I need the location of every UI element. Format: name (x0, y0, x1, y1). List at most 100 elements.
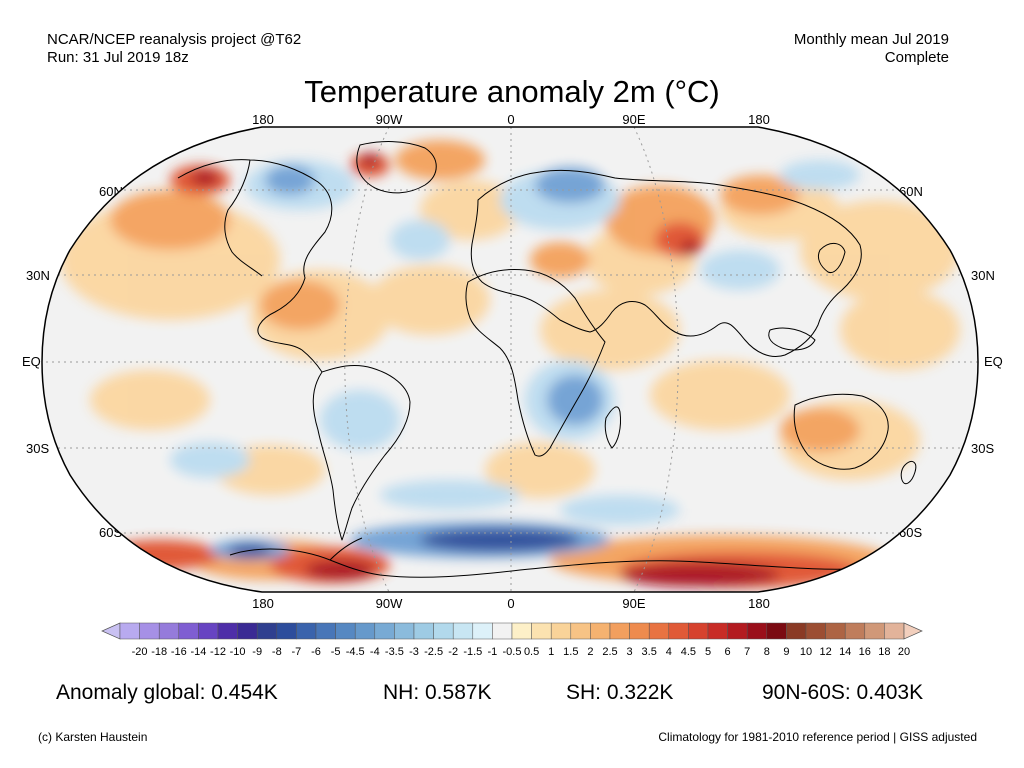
colorbar-cell (805, 622, 826, 640)
colorbar-cell (374, 622, 395, 640)
colorbar-tick-label: -2.5 (424, 646, 443, 658)
colorbar-cell (158, 622, 180, 640)
colorbar-cell (648, 622, 670, 640)
anomaly-map (41, 126, 979, 593)
colorbar-cell (844, 622, 866, 640)
stat-arctic: 90N-60S: 0.403K (762, 681, 924, 704)
globe-outline (41, 126, 979, 593)
colorbar-tick-label: 6 (725, 646, 731, 658)
colorbar-cell (629, 622, 650, 640)
colorbar-tick-label: 4 (666, 646, 672, 658)
colorbar-cell (492, 622, 513, 640)
colorbar-cell (354, 622, 376, 640)
colorbar-tick-label: -14 (190, 646, 206, 658)
colorbar-tick-label: 14 (839, 646, 851, 658)
colorbar-cell (433, 622, 454, 640)
colorbar: -20 -18 -16 -14 -12 -10 -9 -8 -7 -6 -5 -4.5 -4 -3.5 -3… (101, 622, 923, 658)
colorbar-tick-label: -3 (409, 646, 419, 658)
stat-global: Anomaly global: 0.454K (56, 681, 278, 704)
colorbar-cell (237, 622, 258, 640)
colorbar-cell (139, 622, 160, 640)
colorbar-cells (101, 622, 923, 640)
colorbar-tick-label: 8 (764, 646, 770, 658)
colorbar-labels: -20 -18 -16 -14 -12 -10 -9 -8 -7 -6 -5 -4.5 -4 -3.5 -3… (132, 646, 910, 658)
colorbar-cell (590, 622, 611, 640)
colorbar-cell (315, 622, 336, 640)
colorbar-cell (413, 622, 434, 640)
colorbar-cell (256, 622, 278, 640)
lat-label-left-30s: 30S (26, 441, 50, 456)
colorbar-cell (511, 622, 532, 640)
colorbar-tick-label: -9 (252, 646, 262, 658)
colorbar-cell (884, 622, 905, 640)
colorbar-tick-label: 1 (548, 646, 554, 658)
colorbar-tick-label: -4 (370, 646, 380, 658)
colorbar-cell (864, 622, 885, 640)
colorbar-tick-label: -16 (171, 646, 187, 658)
colorbar-tick-label: -8 (272, 646, 282, 658)
colorbar-tick-label: 2 (587, 646, 593, 658)
colorbar-tick-label: 3.5 (642, 646, 657, 658)
colorbar-cell (531, 622, 552, 640)
colorbar-cell (335, 622, 356, 640)
colorbar-tick-label: -1 (488, 646, 498, 658)
lon-label-top-90w: 90W (375, 112, 403, 127)
lon-label-top-0: 0 (507, 112, 515, 127)
colorbar-tick-label: 20 (898, 646, 910, 658)
colorbar-cell (766, 622, 787, 640)
colorbar-cell (178, 622, 199, 640)
colorbar-cell (668, 622, 689, 640)
colorbar-tick-label: 16 (859, 646, 871, 658)
lat-label-left-30n: 30N (26, 268, 50, 283)
colorbar-tick-label: 12 (819, 646, 831, 658)
lon-label-bottom-180w: 180 (252, 596, 274, 611)
colorbar-tick-label: 0.5 (524, 646, 539, 658)
colorbar-cell (550, 622, 572, 640)
colorbar-cell (825, 622, 846, 640)
lon-label-top-180w: 180 (252, 112, 274, 127)
lon-label-bottom-0: 0 (507, 596, 515, 611)
colorbar-tick-label: -1.5 (463, 646, 482, 658)
colorbar-cell (119, 622, 140, 640)
colorbar-tick-label: 1.5 (563, 646, 578, 658)
lat-label-right-30n: 30N (971, 268, 995, 283)
colorbar-cell (394, 622, 415, 640)
source-line-2: Run: 31 Jul 2019 18z (47, 49, 189, 66)
colorbar-tick-label: 4.5 (681, 646, 696, 658)
colorbar-tick-label: -5 (331, 646, 341, 658)
colorbar-cell (452, 622, 474, 640)
colorbar-cell (727, 622, 748, 640)
colorbar-cell (609, 622, 630, 640)
lon-label-bottom-180e: 180 (748, 596, 770, 611)
colorbar-cell (786, 622, 807, 640)
lat-label-left-eq: EQ (22, 354, 41, 369)
stat-nh: NH: 0.587K (383, 681, 492, 704)
map-title: Temperature anomaly 2m (°C) (304, 74, 720, 109)
colorbar-tick-label: 2.5 (602, 646, 617, 658)
colorbar-tick-label: -3.5 (385, 646, 404, 658)
colorbar-tick-label: 3 (627, 646, 633, 658)
lon-label-bottom-90e: 90E (622, 596, 646, 611)
colorbar-cell (217, 622, 238, 640)
colorbar-cell (570, 622, 591, 640)
lon-label-top-90e: 90E (622, 112, 646, 127)
coastlines (177, 141, 917, 578)
period-line-1: Monthly mean Jul 2019 (793, 31, 949, 48)
colorbar-cell (688, 622, 709, 640)
colorbar-cell (472, 622, 493, 640)
lat-label-right-30s: 30S (971, 441, 995, 456)
colorbar-tick-label: -12 (210, 646, 226, 658)
colorbar-cell (198, 622, 219, 640)
colorbar-tick-label: -2 (448, 646, 458, 658)
anomaly-field (42, 127, 978, 592)
colorbar-tick-label: -4.5 (346, 646, 365, 658)
colorbar-tick-label: 10 (800, 646, 812, 658)
colorbar-tick-label: -7 (292, 646, 302, 658)
colorbar-tick-label: 18 (878, 646, 890, 658)
colorbar-cell (296, 622, 317, 640)
colorbar-arrow-max (903, 622, 923, 640)
colorbar-tick-label: -20 (132, 646, 148, 658)
colorbar-tick-label: 5 (705, 646, 711, 658)
colorbar-tick-label: -6 (311, 646, 321, 658)
colorbar-arrow-min (101, 622, 121, 640)
